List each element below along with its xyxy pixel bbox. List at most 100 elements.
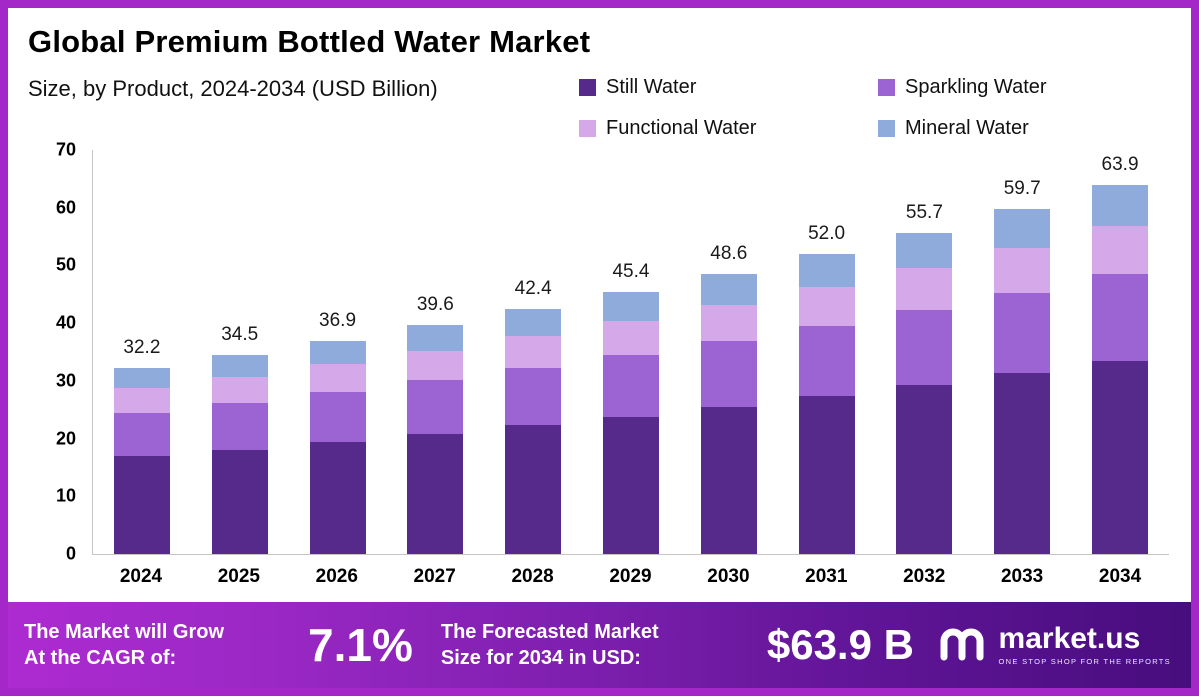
bar-segment-sparkling-water — [113, 412, 170, 457]
bar-segment-sparkling-water — [602, 354, 659, 417]
x-axis-label: 2031 — [805, 566, 848, 587]
bar-group-2030: 48.6 — [680, 150, 778, 554]
bar-stack — [309, 341, 366, 554]
bar-group-2028: 42.4 — [484, 150, 582, 554]
x-axis-spacer — [28, 566, 92, 588]
bar-segment-still-water — [602, 416, 659, 554]
x-axis-label: 2034 — [1098, 566, 1142, 587]
bar-segment-functional-water — [1092, 226, 1149, 275]
bar-group-2034: 63.9 — [1071, 150, 1169, 554]
y-axis-tick-label: 50 — [55, 254, 76, 275]
brand-text: market.us ONE STOP SHOP FOR THE REPORTS — [999, 624, 1171, 666]
y-axis-tick-label: 0 — [65, 543, 76, 564]
bar-segment-mineral-water — [407, 325, 464, 351]
forecast-label-line1: The Forecasted Market — [440, 621, 659, 643]
bar-segment-still-water — [798, 396, 855, 554]
bar-stack — [798, 253, 855, 554]
bar-group-2032: 55.7 — [876, 150, 974, 554]
bar-segment-sparkling-water — [994, 292, 1051, 374]
bar-stack — [407, 325, 464, 554]
chart-legend: Still Water Sparkling Water Functional Wat… — [579, 74, 1169, 140]
legend-item-still-water: Still Water — [579, 76, 870, 99]
chart-title: Global Premium Bottled Water Market — [28, 24, 591, 59]
legend-label: Functional Water — [606, 117, 757, 139]
x-axis-label: 2033 — [1000, 566, 1044, 587]
forecast-label-line2: Size for 2034 in USD: — [440, 647, 641, 669]
y-axis-tick-label: 60 — [55, 197, 76, 218]
legend-swatch-still-water — [579, 79, 596, 96]
bar-segment-mineral-water — [700, 273, 757, 305]
bar-segment-still-water — [309, 442, 366, 554]
x-axis-label: 2026 — [315, 566, 358, 587]
bar-segment-functional-water — [211, 376, 268, 403]
bar-stack — [1092, 185, 1149, 554]
y-axis-tick-label: 70 — [55, 139, 76, 160]
legend-item-sparkling-water: Sparkling Water — [878, 76, 1169, 99]
y-axis-tick-label: 10 — [55, 485, 76, 506]
bar-group-2026: 36.9 — [289, 150, 387, 554]
bar-group-2027: 39.6 — [386, 150, 484, 554]
bar-segment-mineral-water — [211, 354, 268, 377]
legend-item-mineral-water: Mineral Water — [878, 117, 1169, 140]
brand-block: market.us ONE STOP SHOP FOR THE REPORTS — [938, 623, 1175, 668]
bar-total-label: 39.6 — [416, 294, 454, 316]
legend-label: Mineral Water — [905, 117, 1029, 139]
bar-segment-sparkling-water — [505, 367, 562, 426]
x-axis-row: 2024 2025 2026 2027 2028 2029 2030 2031 2032 2033… — [28, 566, 1169, 588]
bar-segment-functional-water — [505, 335, 562, 368]
bar-group-2025: 34.5 — [191, 150, 289, 554]
bar-segment-sparkling-water — [407, 380, 464, 434]
bar-segment-still-water — [700, 406, 757, 554]
bar-segment-sparkling-water — [309, 391, 366, 443]
x-axis-label: 2029 — [609, 566, 652, 587]
bar-segment-sparkling-water — [700, 341, 757, 407]
chart-area: 0 10 20 30 40 50 60 70 32.2 34.5 36.9 39.6 42.4 45.4… — [28, 140, 1169, 564]
bar-group-2033: 59.7 — [973, 150, 1071, 554]
bar-group-2031: 52.0 — [778, 150, 876, 554]
cagr-label-line2: At the CAGR of: — [24, 647, 177, 669]
y-axis-tick-label: 20 — [55, 428, 76, 449]
bar-segment-functional-water — [700, 304, 757, 342]
bar-total-label: 63.9 — [1101, 154, 1139, 176]
footer-banner: The Market will Grow At the CAGR of: 7.1… — [8, 602, 1191, 688]
chart-subtitle: Size, by Product, 2024-2034 (USD Billion… — [28, 76, 438, 101]
bar-segment-mineral-water — [896, 232, 953, 269]
legend-label: Still Water — [606, 76, 697, 98]
bar-total-label: 59.7 — [1003, 178, 1041, 200]
bar-total-label: 55.7 — [905, 201, 943, 223]
y-axis-tick-label: 30 — [55, 370, 76, 391]
bar-segment-functional-water — [113, 388, 170, 413]
bar-segment-mineral-water — [113, 368, 170, 389]
bar-total-label: 32.2 — [123, 337, 161, 359]
bar-total-label: 52.0 — [808, 222, 846, 244]
bar-segment-still-water — [113, 456, 170, 554]
x-axis-label: 2032 — [903, 566, 946, 587]
cagr-label-line1: The Market will Grow — [24, 621, 225, 643]
forecast-label: The Forecasted Market Size for 2034 in U… — [441, 619, 741, 671]
bar-total-label: 34.5 — [221, 323, 259, 345]
bar-segment-still-water — [505, 425, 562, 554]
cagr-value: 7.1% — [308, 619, 413, 671]
bar-segment-still-water — [1092, 360, 1149, 554]
bar-segment-still-water — [211, 449, 268, 554]
bar-total-label: 36.9 — [319, 310, 357, 332]
legend-label: Sparkling Water — [905, 76, 1047, 98]
y-axis: 0 10 20 30 40 50 60 70 — [28, 140, 92, 564]
bar-stack — [113, 368, 170, 554]
bar-segment-sparkling-water — [211, 402, 268, 450]
bar-segment-sparkling-water — [896, 309, 953, 386]
legend-item-functional-water: Functional Water — [579, 117, 870, 140]
bar-segment-mineral-water — [1092, 185, 1149, 227]
bar-total-label: 48.6 — [710, 242, 748, 264]
bar-stack — [994, 209, 1051, 554]
bar-segment-mineral-water — [994, 209, 1051, 248]
bar-total-label: 45.4 — [612, 260, 650, 282]
plot-area: 32.2 34.5 36.9 39.6 42.4 45.4 48.6 52.0 55.7 59.7… — [92, 150, 1169, 555]
bar-segment-sparkling-water — [1092, 274, 1149, 361]
bar-segment-functional-water — [309, 364, 366, 392]
bar-segment-functional-water — [798, 286, 855, 327]
bar-segment-functional-water — [994, 247, 1051, 293]
chart-header-row: Size, by Product, 2024-2034 (USD Billion… — [28, 74, 1169, 140]
bar-segment-mineral-water — [505, 309, 562, 336]
